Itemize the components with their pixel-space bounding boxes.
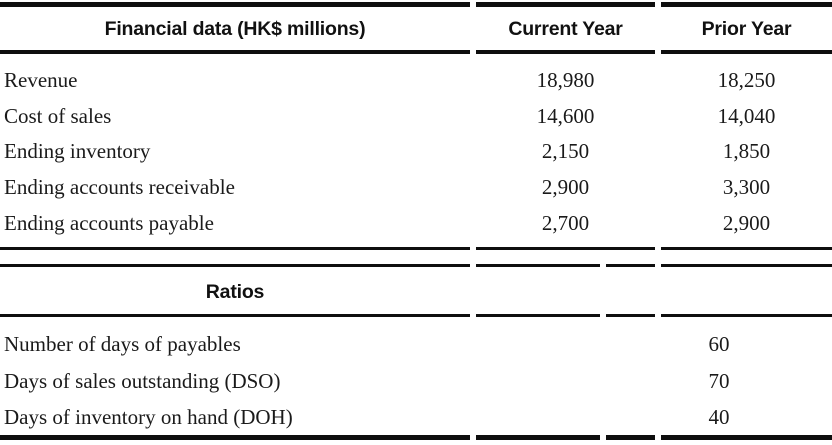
- rule-segment: [661, 264, 832, 267]
- rule-segment: [476, 2, 655, 7]
- current-value: 18,980: [536, 68, 595, 92]
- rule-segment: [0, 435, 470, 440]
- rule-segment: [476, 264, 600, 267]
- current-value: 2,150: [541, 139, 590, 163]
- rule-segment: [0, 247, 470, 250]
- prior-value: 14,040: [717, 104, 776, 128]
- rule-segment: [476, 435, 600, 440]
- ratio-value: 70: [708, 369, 730, 393]
- rule-segment: [0, 2, 470, 7]
- rule-segment: [0, 314, 470, 317]
- rule-segment: [0, 50, 470, 54]
- current-value: 2,900: [541, 175, 590, 199]
- rule-segment: [606, 435, 655, 440]
- current-value: 2,700: [541, 211, 590, 235]
- ratios-table-title: Ratios: [205, 281, 265, 303]
- row-label: Cost of sales: [4, 104, 112, 128]
- row-label: Days of sales outstanding (DSO): [4, 369, 281, 393]
- rule-segment: [606, 314, 655, 317]
- current-value: 14,600: [536, 104, 595, 128]
- prior-value: 18,250: [717, 68, 776, 92]
- rule-segment: [661, 314, 832, 317]
- rule-segment: [476, 314, 600, 317]
- financial-table-title: Financial data (HK$ millions): [104, 18, 366, 40]
- column-header-prior-year: Prior Year: [701, 18, 792, 40]
- ratio-value: 40: [708, 405, 730, 429]
- row-label: Days of inventory on hand (DOH): [4, 405, 293, 429]
- row-label: Ending inventory: [4, 139, 151, 163]
- row-label: Ending accounts payable: [4, 211, 214, 235]
- rule-segment: [661, 247, 832, 250]
- rule-segment: [661, 2, 832, 7]
- rule-segment: [476, 50, 655, 54]
- rule-segment: [661, 435, 832, 440]
- prior-value: 3,300: [722, 175, 771, 199]
- row-label: Ending accounts receivable: [4, 175, 235, 199]
- column-header-current-year: Current Year: [508, 18, 623, 40]
- rule-segment: [661, 50, 832, 54]
- row-label: Revenue: [4, 68, 78, 92]
- rule-segment: [606, 264, 655, 267]
- prior-value: 1,850: [722, 139, 771, 163]
- ratio-value: 60: [708, 332, 730, 356]
- rule-segment: [0, 264, 470, 267]
- row-label: Number of days of payables: [4, 332, 241, 356]
- rule-segment: [476, 247, 655, 250]
- prior-value: 2,900: [722, 211, 771, 235]
